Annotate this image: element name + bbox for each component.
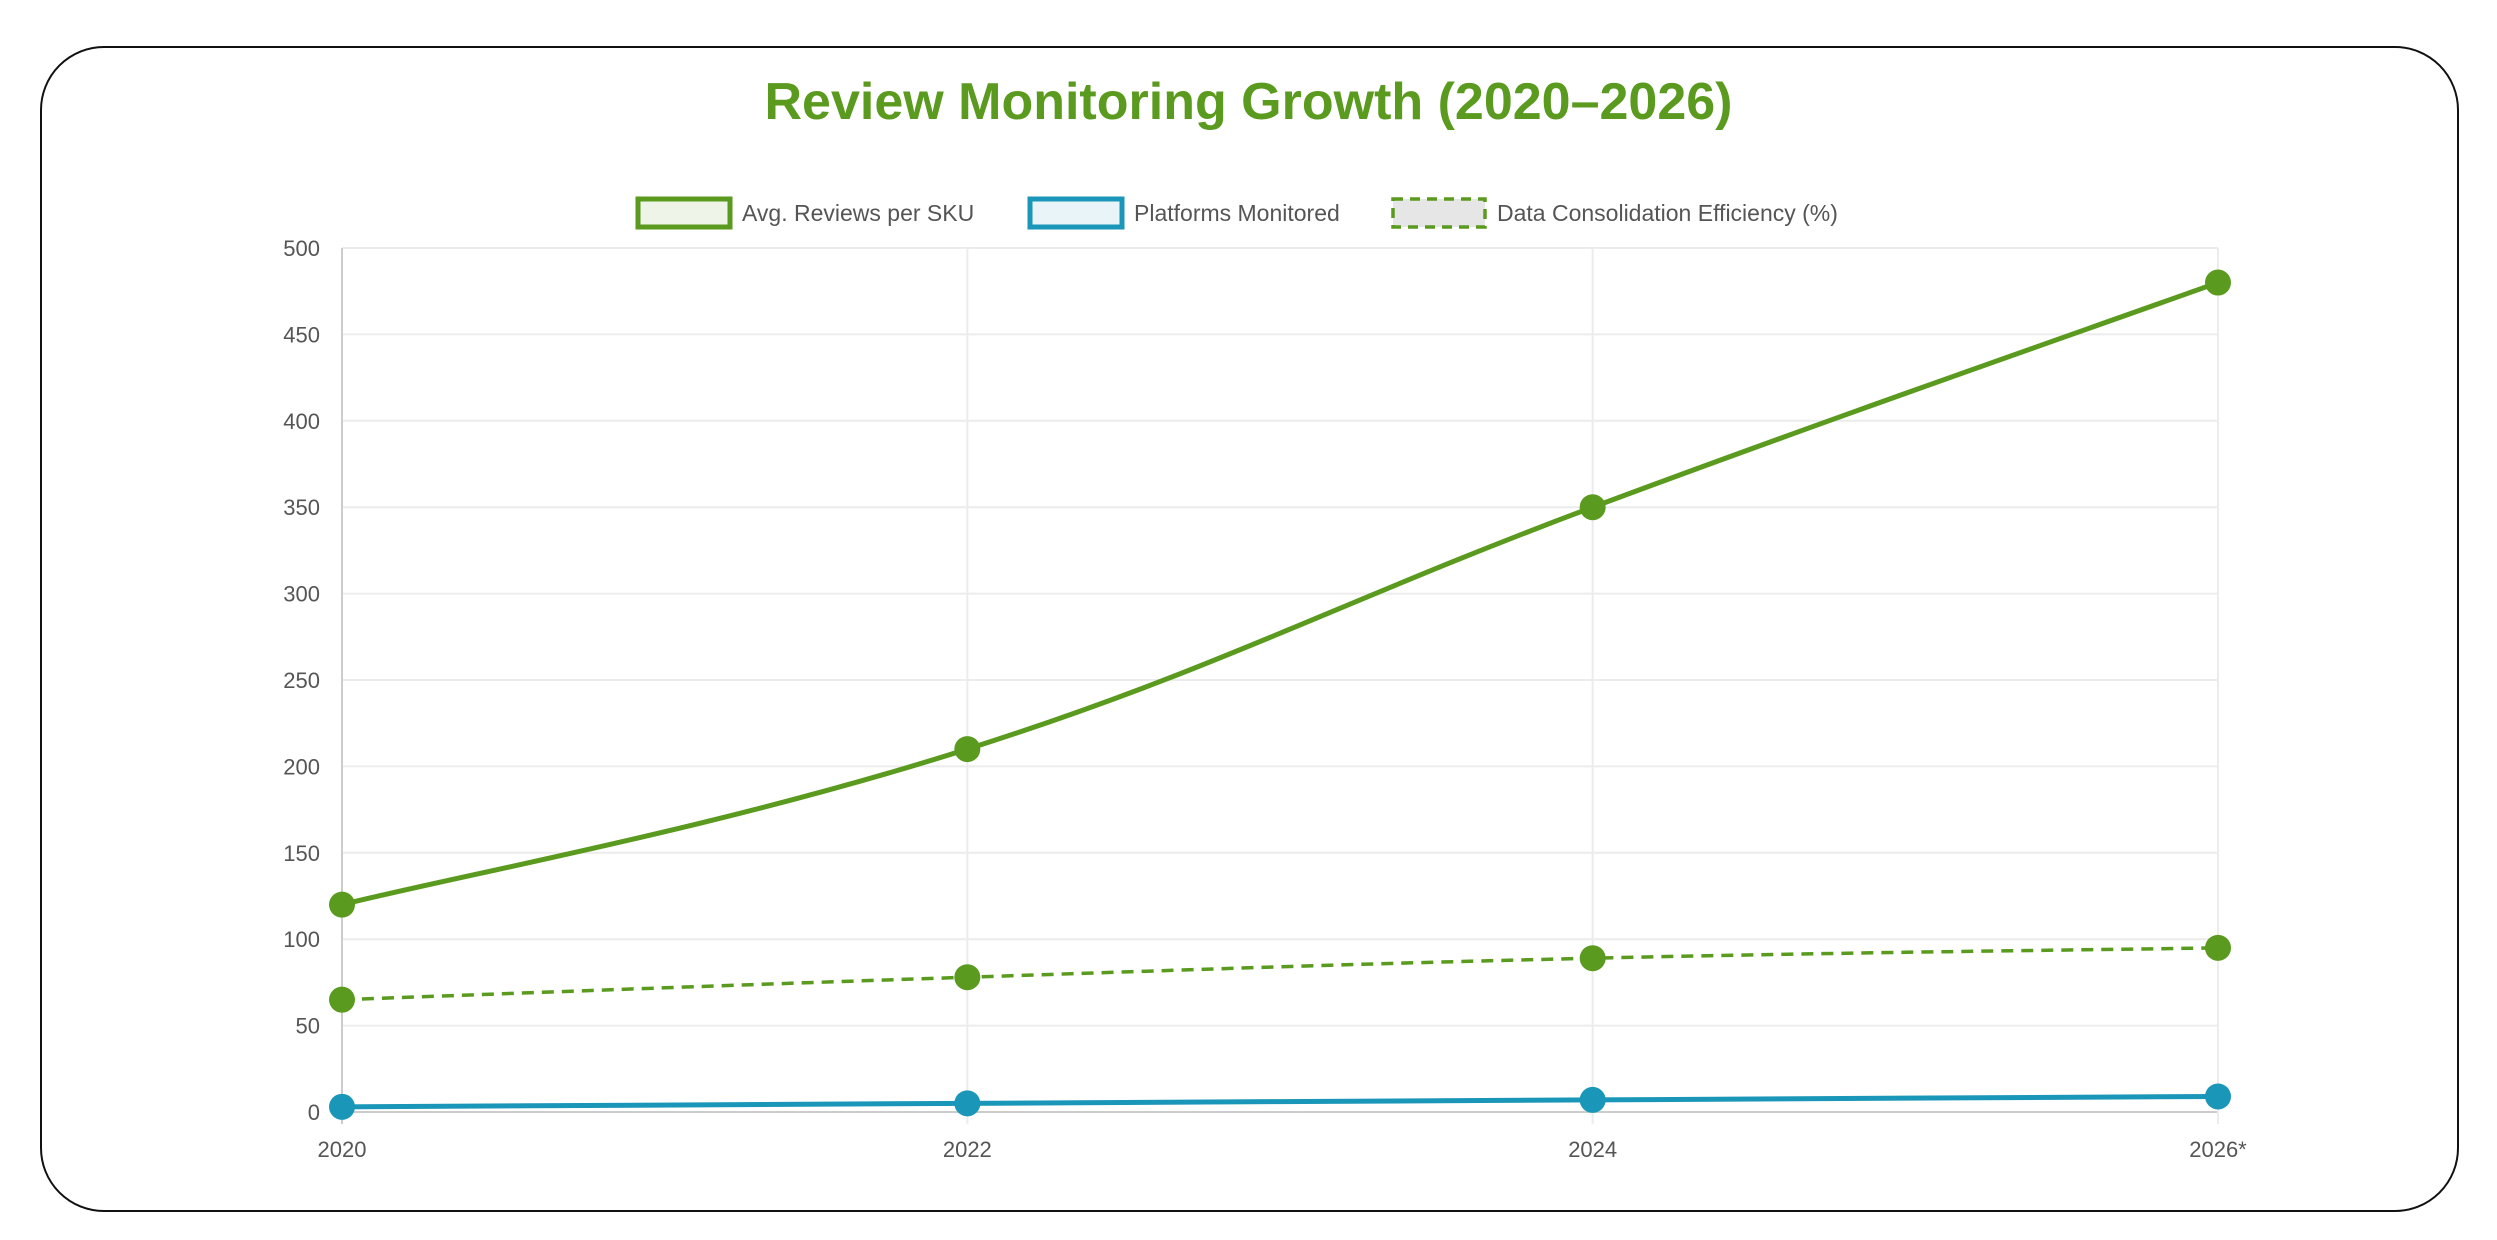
series-line [341, 946, 2219, 1002]
data-point [2205, 269, 2231, 296]
data-point [2205, 1083, 2231, 1110]
legend-label: Data Consolidation Efficiency (%) [1497, 200, 1838, 226]
data-point [1579, 494, 1606, 521]
series-line [341, 1093, 2219, 1110]
y-tick-label: 200 [283, 754, 320, 779]
data-point [954, 1090, 981, 1117]
y-tick-label: 300 [283, 582, 320, 607]
x-tick-label: 2024 [1568, 1137, 1617, 1162]
data-point [1579, 1086, 1606, 1113]
data-point [2205, 934, 2231, 961]
chart-card [40, 46, 2459, 1212]
data-point [329, 1093, 355, 1120]
y-tick-label: 0 [308, 1100, 320, 1125]
data-point [954, 964, 981, 991]
data-point [329, 986, 355, 1013]
y-tick-label: 50 [296, 1014, 320, 1039]
legend-swatch [635, 196, 733, 230]
y-tick-label: 450 [283, 322, 320, 347]
data-point [954, 736, 981, 763]
y-tick-label: 500 [283, 236, 320, 261]
chart-title: Review Monitoring Growth (2020–2026) [764, 73, 1733, 131]
y-tick-label: 100 [283, 927, 320, 952]
y-tick-label: 150 [283, 841, 320, 866]
series-line [341, 280, 2219, 908]
x-tick-label: 2026* [2189, 1137, 2247, 1162]
data-point [1579, 945, 1606, 972]
y-tick-label: 250 [283, 668, 320, 693]
data-point [329, 891, 355, 918]
y-tick-label: 350 [283, 495, 320, 520]
legend-label: Platforms Monitored [1134, 200, 1340, 226]
x-tick-label: 2020 [318, 1137, 367, 1162]
y-tick-label: 400 [283, 409, 320, 434]
legend-label: Avg. Reviews per SKU [742, 200, 974, 226]
legend-swatch [1027, 196, 1125, 230]
x-tick-label: 2022 [943, 1137, 992, 1162]
legend-swatch [1391, 197, 1487, 229]
